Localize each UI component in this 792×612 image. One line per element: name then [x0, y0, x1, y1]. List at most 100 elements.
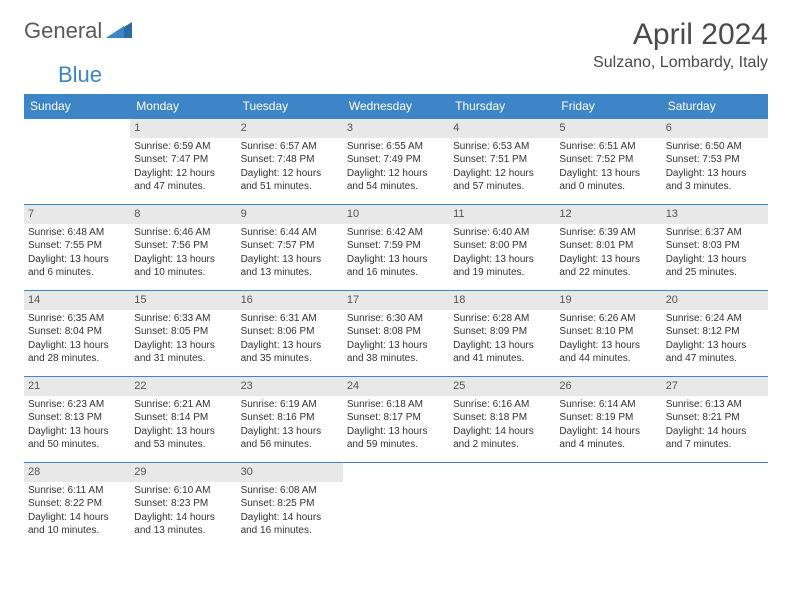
weekday-saturday: Saturday: [662, 94, 768, 119]
day-number: 24: [343, 377, 449, 396]
calendar-cell: 6Sunrise: 6:50 AMSunset: 7:53 PMDaylight…: [662, 119, 768, 205]
daylight-text-1: Daylight: 13 hours: [666, 167, 764, 181]
sunset-text: Sunset: 8:12 PM: [666, 325, 764, 339]
daylight-text-2: and 54 minutes.: [347, 180, 445, 194]
calendar-cell: 7Sunrise: 6:48 AMSunset: 7:55 PMDaylight…: [24, 205, 130, 291]
day-number: 1: [130, 119, 236, 138]
sunset-text: Sunset: 8:06 PM: [241, 325, 339, 339]
daylight-text-1: Daylight: 13 hours: [347, 425, 445, 439]
calendar-cell: 22Sunrise: 6:21 AMSunset: 8:14 PMDayligh…: [130, 377, 236, 463]
sunset-text: Sunset: 7:55 PM: [28, 239, 126, 253]
calendar-cell: [449, 463, 555, 549]
daylight-text-1: Daylight: 13 hours: [28, 253, 126, 267]
day-number: 26: [555, 377, 661, 396]
weekday-friday: Friday: [555, 94, 661, 119]
daylight-text-1: Daylight: 12 hours: [453, 167, 551, 181]
sunrise-text: Sunrise: 6:11 AM: [28, 484, 126, 498]
day-number: 22: [130, 377, 236, 396]
sunset-text: Sunset: 8:01 PM: [559, 239, 657, 253]
sunset-text: Sunset: 8:17 PM: [347, 411, 445, 425]
calendar-cell: 18Sunrise: 6:28 AMSunset: 8:09 PMDayligh…: [449, 291, 555, 377]
calendar-row: 7Sunrise: 6:48 AMSunset: 7:55 PMDaylight…: [24, 205, 768, 291]
month-title: April 2024: [593, 18, 768, 52]
sunset-text: Sunset: 8:16 PM: [241, 411, 339, 425]
calendar-cell: 21Sunrise: 6:23 AMSunset: 8:13 PMDayligh…: [24, 377, 130, 463]
daylight-text-2: and 56 minutes.: [241, 438, 339, 452]
sunrise-text: Sunrise: 6:10 AM: [134, 484, 232, 498]
sunrise-text: Sunrise: 6:40 AM: [453, 226, 551, 240]
daylight-text-2: and 16 minutes.: [241, 524, 339, 538]
calendar-cell: 28Sunrise: 6:11 AMSunset: 8:22 PMDayligh…: [24, 463, 130, 549]
daylight-text-1: Daylight: 13 hours: [134, 253, 232, 267]
calendar-cell: 26Sunrise: 6:14 AMSunset: 8:19 PMDayligh…: [555, 377, 661, 463]
sunset-text: Sunset: 8:10 PM: [559, 325, 657, 339]
daylight-text-2: and 51 minutes.: [241, 180, 339, 194]
calendar-cell: 19Sunrise: 6:26 AMSunset: 8:10 PMDayligh…: [555, 291, 661, 377]
calendar-cell: 3Sunrise: 6:55 AMSunset: 7:49 PMDaylight…: [343, 119, 449, 205]
sunrise-text: Sunrise: 6:35 AM: [28, 312, 126, 326]
sunrise-text: Sunrise: 6:46 AM: [134, 226, 232, 240]
daylight-text-2: and 53 minutes.: [134, 438, 232, 452]
sunrise-text: Sunrise: 6:24 AM: [666, 312, 764, 326]
calendar-row: 21Sunrise: 6:23 AMSunset: 8:13 PMDayligh…: [24, 377, 768, 463]
day-number: 4: [449, 119, 555, 138]
sunrise-text: Sunrise: 6:16 AM: [453, 398, 551, 412]
daylight-text-1: Daylight: 13 hours: [241, 339, 339, 353]
calendar-cell: [24, 119, 130, 205]
calendar-cell: 15Sunrise: 6:33 AMSunset: 8:05 PMDayligh…: [130, 291, 236, 377]
daylight-text-2: and 25 minutes.: [666, 266, 764, 280]
weekday-header-row: Sunday Monday Tuesday Wednesday Thursday…: [24, 94, 768, 119]
day-number: 19: [555, 291, 661, 310]
weekday-tuesday: Tuesday: [237, 94, 343, 119]
day-number: 25: [449, 377, 555, 396]
daylight-text-2: and 13 minutes.: [134, 524, 232, 538]
sunrise-text: Sunrise: 6:57 AM: [241, 140, 339, 154]
sunrise-text: Sunrise: 6:39 AM: [559, 226, 657, 240]
calendar-cell: 17Sunrise: 6:30 AMSunset: 8:08 PMDayligh…: [343, 291, 449, 377]
sunset-text: Sunset: 7:53 PM: [666, 153, 764, 167]
logo-word2: Blue: [58, 62, 102, 88]
daylight-text-1: Daylight: 14 hours: [241, 511, 339, 525]
location: Sulzano, Lombardy, Italy: [593, 54, 768, 72]
day-number: 27: [662, 377, 768, 396]
daylight-text-1: Daylight: 14 hours: [559, 425, 657, 439]
day-number: 5: [555, 119, 661, 138]
weekday-sunday: Sunday: [24, 94, 130, 119]
sunset-text: Sunset: 8:22 PM: [28, 497, 126, 511]
sunrise-text: Sunrise: 6:37 AM: [666, 226, 764, 240]
calendar-cell: 1Sunrise: 6:59 AMSunset: 7:47 PMDaylight…: [130, 119, 236, 205]
sunset-text: Sunset: 8:14 PM: [134, 411, 232, 425]
sunset-text: Sunset: 7:49 PM: [347, 153, 445, 167]
sunrise-text: Sunrise: 6:28 AM: [453, 312, 551, 326]
daylight-text-2: and 35 minutes.: [241, 352, 339, 366]
day-number: 8: [130, 205, 236, 224]
sunset-text: Sunset: 8:04 PM: [28, 325, 126, 339]
daylight-text-1: Daylight: 12 hours: [134, 167, 232, 181]
daylight-text-2: and 4 minutes.: [559, 438, 657, 452]
sunrise-text: Sunrise: 6:48 AM: [28, 226, 126, 240]
daylight-text-1: Daylight: 13 hours: [666, 253, 764, 267]
daylight-text-2: and 22 minutes.: [559, 266, 657, 280]
sunset-text: Sunset: 7:47 PM: [134, 153, 232, 167]
calendar-cell: 24Sunrise: 6:18 AMSunset: 8:17 PMDayligh…: [343, 377, 449, 463]
day-number: 30: [237, 463, 343, 482]
daylight-text-1: Daylight: 12 hours: [241, 167, 339, 181]
daylight-text-1: Daylight: 13 hours: [453, 253, 551, 267]
day-number: 11: [449, 205, 555, 224]
daylight-text-1: Daylight: 13 hours: [347, 339, 445, 353]
daylight-text-2: and 6 minutes.: [28, 266, 126, 280]
day-number: 13: [662, 205, 768, 224]
sunrise-text: Sunrise: 6:30 AM: [347, 312, 445, 326]
daylight-text-1: Daylight: 13 hours: [241, 253, 339, 267]
sunrise-text: Sunrise: 6:55 AM: [347, 140, 445, 154]
daylight-text-1: Daylight: 13 hours: [453, 339, 551, 353]
daylight-text-2: and 16 minutes.: [347, 266, 445, 280]
day-number: 23: [237, 377, 343, 396]
daylight-text-2: and 47 minutes.: [666, 352, 764, 366]
daylight-text-2: and 2 minutes.: [453, 438, 551, 452]
daylight-text-2: and 41 minutes.: [453, 352, 551, 366]
calendar-cell: [555, 463, 661, 549]
sunset-text: Sunset: 8:00 PM: [453, 239, 551, 253]
day-number: 29: [130, 463, 236, 482]
sunrise-text: Sunrise: 6:14 AM: [559, 398, 657, 412]
